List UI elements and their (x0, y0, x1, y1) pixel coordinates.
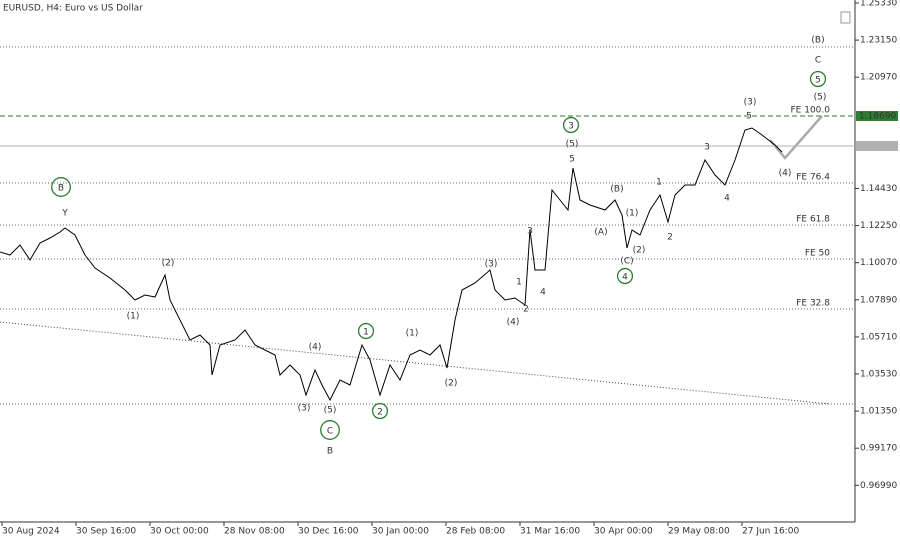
x-tick-label: 28 Feb 08:00 (446, 527, 505, 537)
y-tick-label: 0.96990 (860, 481, 897, 491)
wave-label: (C) (620, 257, 633, 267)
wave-circle (371, 402, 389, 420)
wave-circle (562, 116, 580, 134)
wave-label: B (327, 447, 333, 457)
y-tick-label: 1.14430 (860, 184, 897, 194)
icon (840, 11, 851, 24)
wave-label: (5) (566, 140, 579, 150)
wave-label: (5) (324, 406, 337, 416)
y-tick-label: 1.10070 (860, 258, 897, 268)
y-tick-label: 1.07890 (860, 295, 897, 305)
x-tick-label: 30 Aug 2024 (2, 527, 60, 537)
level-label: FE 32.8 (796, 299, 830, 309)
wave-label: 4 (724, 194, 730, 204)
wave-label: 2 (523, 305, 529, 315)
y-tick-label: 1.03530 (860, 370, 897, 380)
y-tick-label: 0.99170 (860, 444, 897, 454)
wave-label: (4) (507, 318, 520, 328)
wave-label: (B) (610, 185, 623, 195)
wave-label: (3) (485, 260, 498, 270)
wave-circle (809, 70, 827, 88)
y-tick-label: 1.01350 (860, 407, 897, 417)
wave-label: 4 (540, 288, 546, 298)
wave-circle (320, 420, 340, 440)
wave-label: (1) (406, 329, 419, 339)
wave-label: Y (61, 209, 68, 219)
price-tag-label: 1.18690 (859, 112, 896, 122)
x-tick-label: 31 Mar 16:00 (520, 527, 580, 537)
x-tick-label: 30 Jan 00:00 (372, 527, 429, 537)
wave-label: 1 (656, 178, 662, 188)
y-tick-label: 1.23150 (860, 36, 897, 46)
y-tick-label: 1.12250 (860, 221, 897, 231)
wave-label: 5 (746, 112, 752, 122)
wave-label: 5 (569, 155, 575, 165)
plot-area (0, 0, 855, 522)
x-tick-label: 30 Oct 00:00 (150, 527, 209, 537)
wave-label: 3 (527, 227, 533, 237)
wave-label: C (815, 56, 821, 66)
wave-label: (4) (779, 169, 792, 179)
chart-title: EURUSD, H4: Euro vs US Dollar (3, 4, 143, 14)
x-tick-label: 29 May 08:00 (668, 527, 730, 537)
wave-circle (51, 177, 71, 197)
wave-label: 2 (377, 408, 383, 418)
x-tick-label: 30 Apr 00:00 (594, 527, 653, 537)
wave-label: 2 (667, 233, 673, 243)
y-tick-label: 1.05710 (860, 332, 897, 342)
x-tick-label: 30 Sep 16:00 (76, 527, 136, 537)
wave-label: (1) (127, 312, 140, 322)
wave-label: (5) (814, 93, 827, 103)
wave-circle (357, 322, 375, 340)
wave-label: (3) (298, 404, 311, 414)
wave-label: (4) (309, 343, 322, 353)
wave-label: 3 (704, 143, 710, 153)
x-tick-label: 27 Jun 16:00 (742, 527, 799, 537)
wave-label: 1 (516, 278, 522, 288)
trend-line (0, 321, 831, 405)
x-tick-label: 30 Dec 16:00 (298, 527, 359, 537)
level-label: FE 100.0 (791, 106, 831, 116)
x-tick-label: 28 Nov 08:00 (224, 527, 285, 537)
price-tag (856, 141, 898, 152)
wave-label: 5 (815, 76, 821, 86)
level-label: FE 61.8 (796, 215, 830, 225)
wave-label: (A) (594, 228, 607, 238)
wave-circle (616, 267, 634, 285)
wave-label: (3) (744, 98, 757, 108)
wave-label: (2) (445, 379, 458, 389)
wave-label: C (327, 427, 333, 437)
wave-label: B (58, 184, 64, 194)
level-label: FE 76.4 (796, 173, 830, 183)
wave-label: 1 (363, 328, 369, 338)
wave-label: (1) (626, 209, 639, 219)
wave-label: 4 (622, 273, 628, 283)
price-line (0, 127, 783, 402)
y-tick-label: 1.20970 (860, 73, 897, 83)
wave-label: (2) (633, 246, 646, 256)
wave-label: (2) (162, 259, 175, 269)
wave-label: (B) (811, 36, 824, 46)
y-tick-label: 1.25330 (860, 0, 897, 8)
level-label: FE 50 (805, 249, 830, 259)
wave-label: 3 (568, 122, 574, 132)
price-tag (856, 111, 898, 121)
